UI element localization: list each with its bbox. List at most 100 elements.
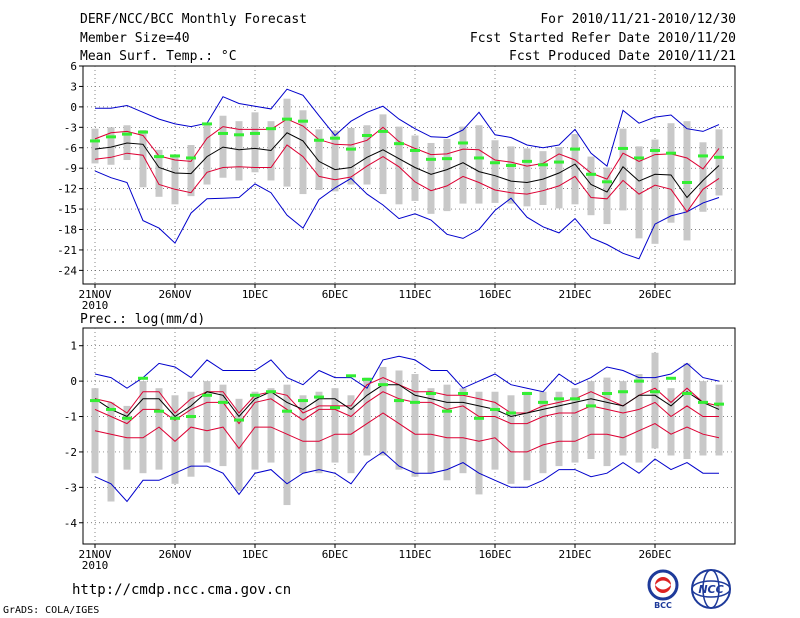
ensemble-box (187, 145, 195, 197)
ensemble-marker (538, 163, 548, 167)
ensemble-box (715, 129, 723, 196)
max-line (94, 355, 720, 393)
ensemble-box (571, 388, 579, 463)
ensemble-marker (330, 406, 340, 410)
ensemble-box (555, 147, 563, 209)
ensemble-box (251, 391, 259, 470)
ensemble-box (587, 156, 595, 216)
ensemble-marker (218, 131, 228, 135)
ensemble-marker (714, 402, 724, 406)
ensemble-box (91, 128, 99, 164)
x-tick-label: 16DEC (478, 288, 511, 301)
ensemble-marker (506, 411, 516, 415)
bcc-logo-text: BCC (654, 601, 672, 610)
ensemble-box (475, 125, 483, 204)
ensemble-marker (458, 141, 468, 145)
ensemble-marker (186, 156, 196, 160)
ensemble-marker (106, 407, 116, 411)
ensemble-marker (394, 142, 404, 146)
ensemble-box (395, 126, 403, 205)
ensemble-box (443, 138, 451, 212)
ncc-logo-text: NCC (698, 583, 723, 596)
ensemble-marker (362, 377, 372, 381)
ensemble-box (571, 134, 579, 205)
ensemble-marker (522, 159, 532, 163)
ensemble-marker (442, 409, 452, 413)
ensemble-box (363, 125, 371, 185)
ensemble-marker (714, 155, 724, 159)
ensemble-marker (298, 399, 308, 403)
ensemble-box (491, 391, 499, 470)
upper-quartile-line (94, 377, 720, 414)
ensemble-box (539, 391, 547, 474)
ensemble-box (171, 395, 179, 484)
forecast-produced: Fcst Produced Date 2010/11/21 (509, 49, 736, 64)
ensemble-box (203, 381, 211, 463)
ensemble-marker (282, 409, 292, 413)
x-tick-label: 6DEC (322, 548, 349, 561)
x-tick-label: 21NOV (78, 548, 111, 561)
ensemble-marker (522, 392, 532, 396)
ensemble-box (427, 142, 435, 214)
ensemble-marker (458, 392, 468, 396)
ensemble-marker (250, 393, 260, 397)
x-tick-label: 1DEC (242, 548, 269, 561)
y-tick-label: 0 (70, 375, 77, 388)
ensemble-box (459, 126, 467, 204)
ncc-logo: NCC (691, 569, 731, 609)
y-tick-label: 1 (70, 340, 77, 353)
y-tick-label: -15 (57, 203, 77, 216)
source-url[interactable]: http://cmdp.ncc.cma.gov.cn (72, 582, 292, 598)
ensemble-marker (586, 172, 596, 176)
ensemble-marker (138, 130, 148, 134)
x-year-label: 2010 (82, 559, 109, 572)
plot-frame (82, 65, 736, 285)
ensemble-marker (554, 160, 564, 164)
y-tick-label: 6 (70, 60, 77, 73)
ensemble-marker (234, 133, 244, 137)
ensemble-marker (122, 132, 132, 136)
ensemble-box (491, 140, 499, 203)
ensemble-box (523, 391, 531, 481)
ensemble-marker (282, 117, 292, 121)
ensemble-box (507, 146, 515, 204)
ensemble-box (555, 391, 563, 467)
ensemble-box (283, 384, 291, 506)
ensemble-marker (346, 147, 356, 151)
ensemble-marker (666, 376, 676, 380)
ensemble-box (171, 155, 179, 205)
lower-quartile-line (94, 144, 720, 213)
ensemble-marker (90, 399, 100, 403)
min-line (94, 451, 719, 503)
ensemble-marker (426, 157, 436, 161)
ensemble-box (635, 374, 643, 463)
ensemble-marker (154, 409, 164, 413)
ensemble-marker (602, 392, 612, 396)
ensemble-box (459, 388, 467, 474)
ensemble-box (523, 148, 531, 207)
ensemble-box (715, 384, 723, 456)
x-tick-label: 21NOV (78, 288, 111, 301)
ensemble-marker (202, 122, 212, 126)
y-tick-label: -3 (64, 481, 77, 494)
min-line (94, 170, 720, 260)
bcc-logo: BCC (647, 569, 679, 610)
ensemble-marker (410, 148, 420, 152)
ensemble-box (331, 388, 339, 463)
ensemble-marker (474, 156, 484, 160)
ensemble-box (251, 112, 259, 173)
x-tick-label: 16DEC (478, 548, 511, 561)
x-tick-label: 26NOV (158, 288, 191, 301)
ensemble-box (427, 388, 435, 474)
ensemble-marker (298, 119, 308, 123)
forecast-period: For 2010/11/21-2010/12/30 (540, 12, 736, 27)
ensemble-marker (266, 127, 276, 131)
x-tick-label: 26NOV (158, 548, 191, 561)
lower-quartile-line (94, 391, 719, 425)
ensemble-marker (234, 418, 244, 422)
ensemble-box (699, 142, 707, 212)
ensemble-box (299, 395, 307, 474)
prec-label: Prec.: log(mm/d) (80, 312, 206, 327)
ensemble-marker (154, 155, 164, 159)
